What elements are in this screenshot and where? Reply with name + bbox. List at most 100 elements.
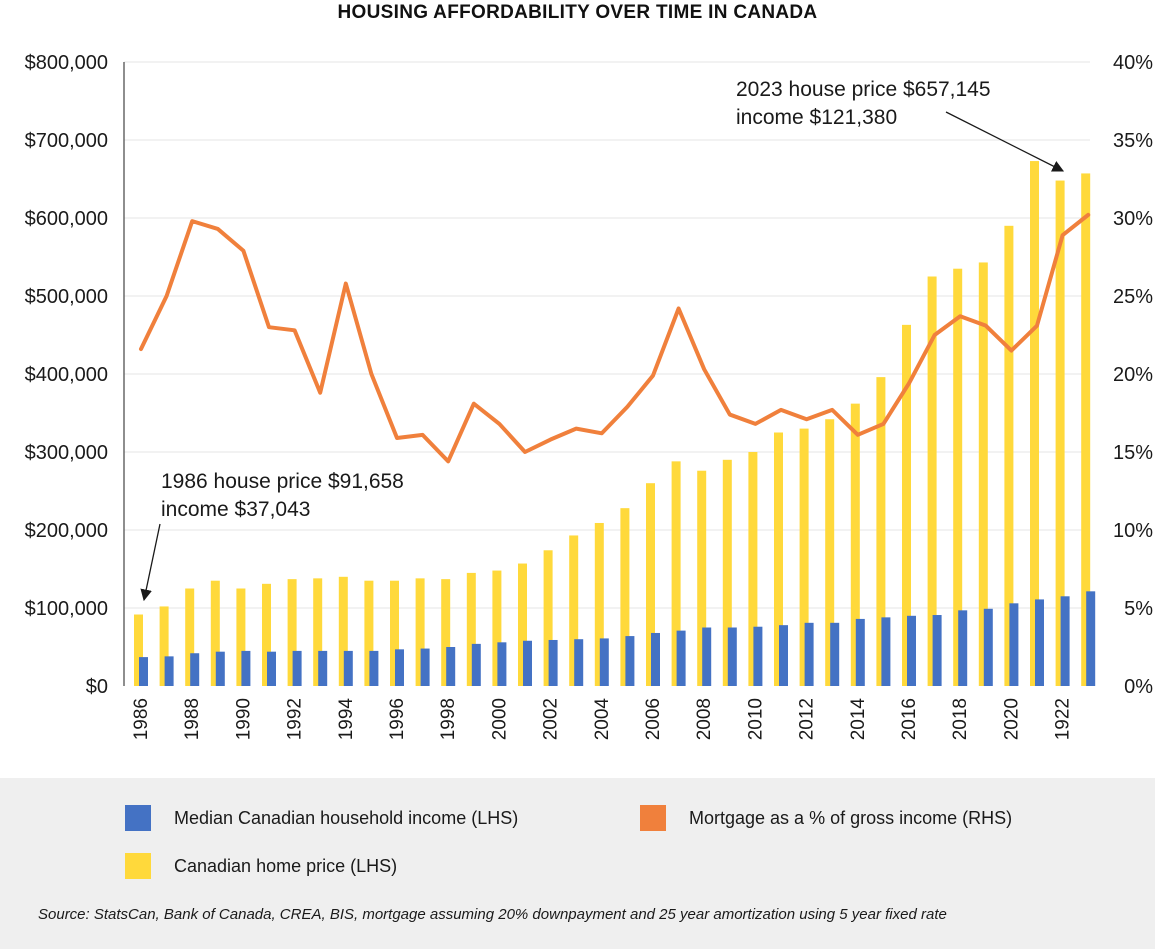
income-bar [855, 618, 865, 686]
price-bar [646, 483, 655, 686]
chart-title: HOUSING AFFORDABILITY OVER TIME IN CANAD… [337, 2, 818, 23]
left-tick-label: $0 [86, 676, 108, 698]
income-bar [190, 653, 200, 686]
x-tick-label: 1998 [438, 698, 459, 740]
income-bar [395, 649, 404, 686]
x-tick-label: 1922 [1053, 698, 1074, 740]
price-bar [518, 563, 527, 686]
price-bar [543, 550, 553, 686]
price-bar [876, 377, 886, 686]
right-tick-label: 40% [1113, 52, 1153, 74]
legend-price: Canadian home price (LHS) [125, 853, 397, 879]
income-bar [446, 647, 456, 686]
income-bar [958, 610, 968, 686]
price-bar [697, 470, 707, 686]
income-bar [727, 627, 737, 686]
income-bar [215, 651, 225, 686]
x-tick-label: 2020 [1001, 698, 1022, 740]
mortgage-series [139, 212, 1091, 464]
price-bar [927, 276, 937, 686]
right-tick-label: 35% [1113, 130, 1153, 152]
income-bar [1086, 591, 1096, 686]
left-tick-label: $800,000 [25, 52, 108, 74]
price-bar [1081, 173, 1091, 687]
price-bar [774, 432, 783, 686]
income-bar [932, 615, 942, 686]
x-axis: 1986 1988 1990 1992 1994 1996 1998 2000 2002 2004… [131, 698, 1074, 741]
price-bar [953, 268, 963, 686]
annotation-2023-arrow [945, 111, 1065, 172]
income-bar [471, 643, 481, 686]
x-tick-label: 1994 [336, 698, 357, 741]
left-tick-label: $700,000 [25, 130, 108, 152]
income-bar [804, 622, 814, 686]
income-bar [779, 625, 788, 686]
income-bar [267, 651, 276, 686]
x-tick-label: 2008 [694, 698, 715, 740]
annotation-1986-line2: income $37,043 [161, 498, 310, 521]
gridlines [124, 61, 1090, 609]
x-tick-label: 2004 [592, 698, 613, 741]
left-tick-label: $100,000 [25, 598, 108, 620]
price-bar [722, 459, 732, 686]
x-tick-label: 2012 [797, 698, 818, 740]
left-tick-label: $200,000 [25, 520, 108, 542]
income-bar [881, 617, 891, 686]
x-tick-label: 2002 [541, 698, 562, 740]
price-bar [1055, 180, 1065, 686]
price-bar [492, 570, 502, 686]
income-bar [599, 638, 609, 686]
right-tick-label: 10% [1113, 520, 1153, 542]
left-tick-label: $400,000 [25, 364, 108, 386]
income-bar [497, 642, 507, 686]
income-bar [1009, 603, 1019, 686]
x-tick-label: 2000 [489, 698, 510, 740]
price-bar [134, 614, 143, 686]
price-bar [850, 403, 860, 686]
price-bar [569, 535, 579, 686]
left-tick-label: $500,000 [25, 286, 108, 308]
income-bar [1060, 596, 1070, 686]
x-tick-label: 2018 [950, 698, 971, 740]
income-bar [1035, 599, 1044, 686]
x-tick-label: 2006 [643, 698, 664, 740]
price-bar [185, 588, 195, 686]
annotation-2023-line1: 2023 house price $657,145 [736, 78, 991, 101]
legend-mortgage-label: Mortgage as a % of gross income (RHS) [689, 807, 1013, 828]
price-bar [236, 588, 246, 686]
price-bar [1030, 161, 1039, 686]
price-bar [390, 580, 399, 686]
legend-mortgage: Mortgage as a % of gross income (RHS) [640, 805, 1012, 831]
home-price-series [134, 161, 1091, 687]
income-bar [523, 640, 532, 686]
price-bar [415, 578, 425, 686]
income-bar [548, 639, 558, 686]
income-series [139, 591, 1096, 686]
x-tick-label: 2010 [745, 698, 766, 740]
legend-price-label: Canadian home price (LHS) [174, 855, 398, 876]
right-tick-label: 15% [1113, 442, 1153, 464]
right-tick-label: 20% [1113, 364, 1153, 386]
price-bar [262, 583, 271, 686]
source-note: Source: StatsCan, Bank of Canada, CREA, … [38, 906, 947, 923]
right-tick-label: 25% [1113, 286, 1153, 308]
left-axis: $0 $100,000 $200,000 $300,000 $400,000 $500,0… [25, 52, 108, 698]
price-bar [466, 572, 476, 686]
right-tick-label: 0% [1124, 676, 1153, 698]
income-bar [651, 632, 660, 686]
right-axis: 0% 5% 10% 15% 20% 25% 30% 35% 40% [1113, 52, 1153, 698]
income-bar [139, 657, 148, 686]
price-bar [159, 606, 169, 686]
income-bar [830, 622, 840, 686]
price-bar [978, 262, 988, 686]
income-bar [343, 650, 353, 686]
price-bar [338, 576, 348, 686]
annotation-2023-line2: income $121,380 [736, 106, 897, 129]
income-bar [164, 656, 174, 686]
income-bar [574, 639, 584, 686]
right-tick-label: 5% [1124, 598, 1153, 620]
income-bar [241, 650, 251, 686]
price-bar [313, 578, 323, 686]
legend-income: Median Canadian household income (LHS) [125, 805, 518, 831]
legend-income-swatch [125, 805, 151, 831]
